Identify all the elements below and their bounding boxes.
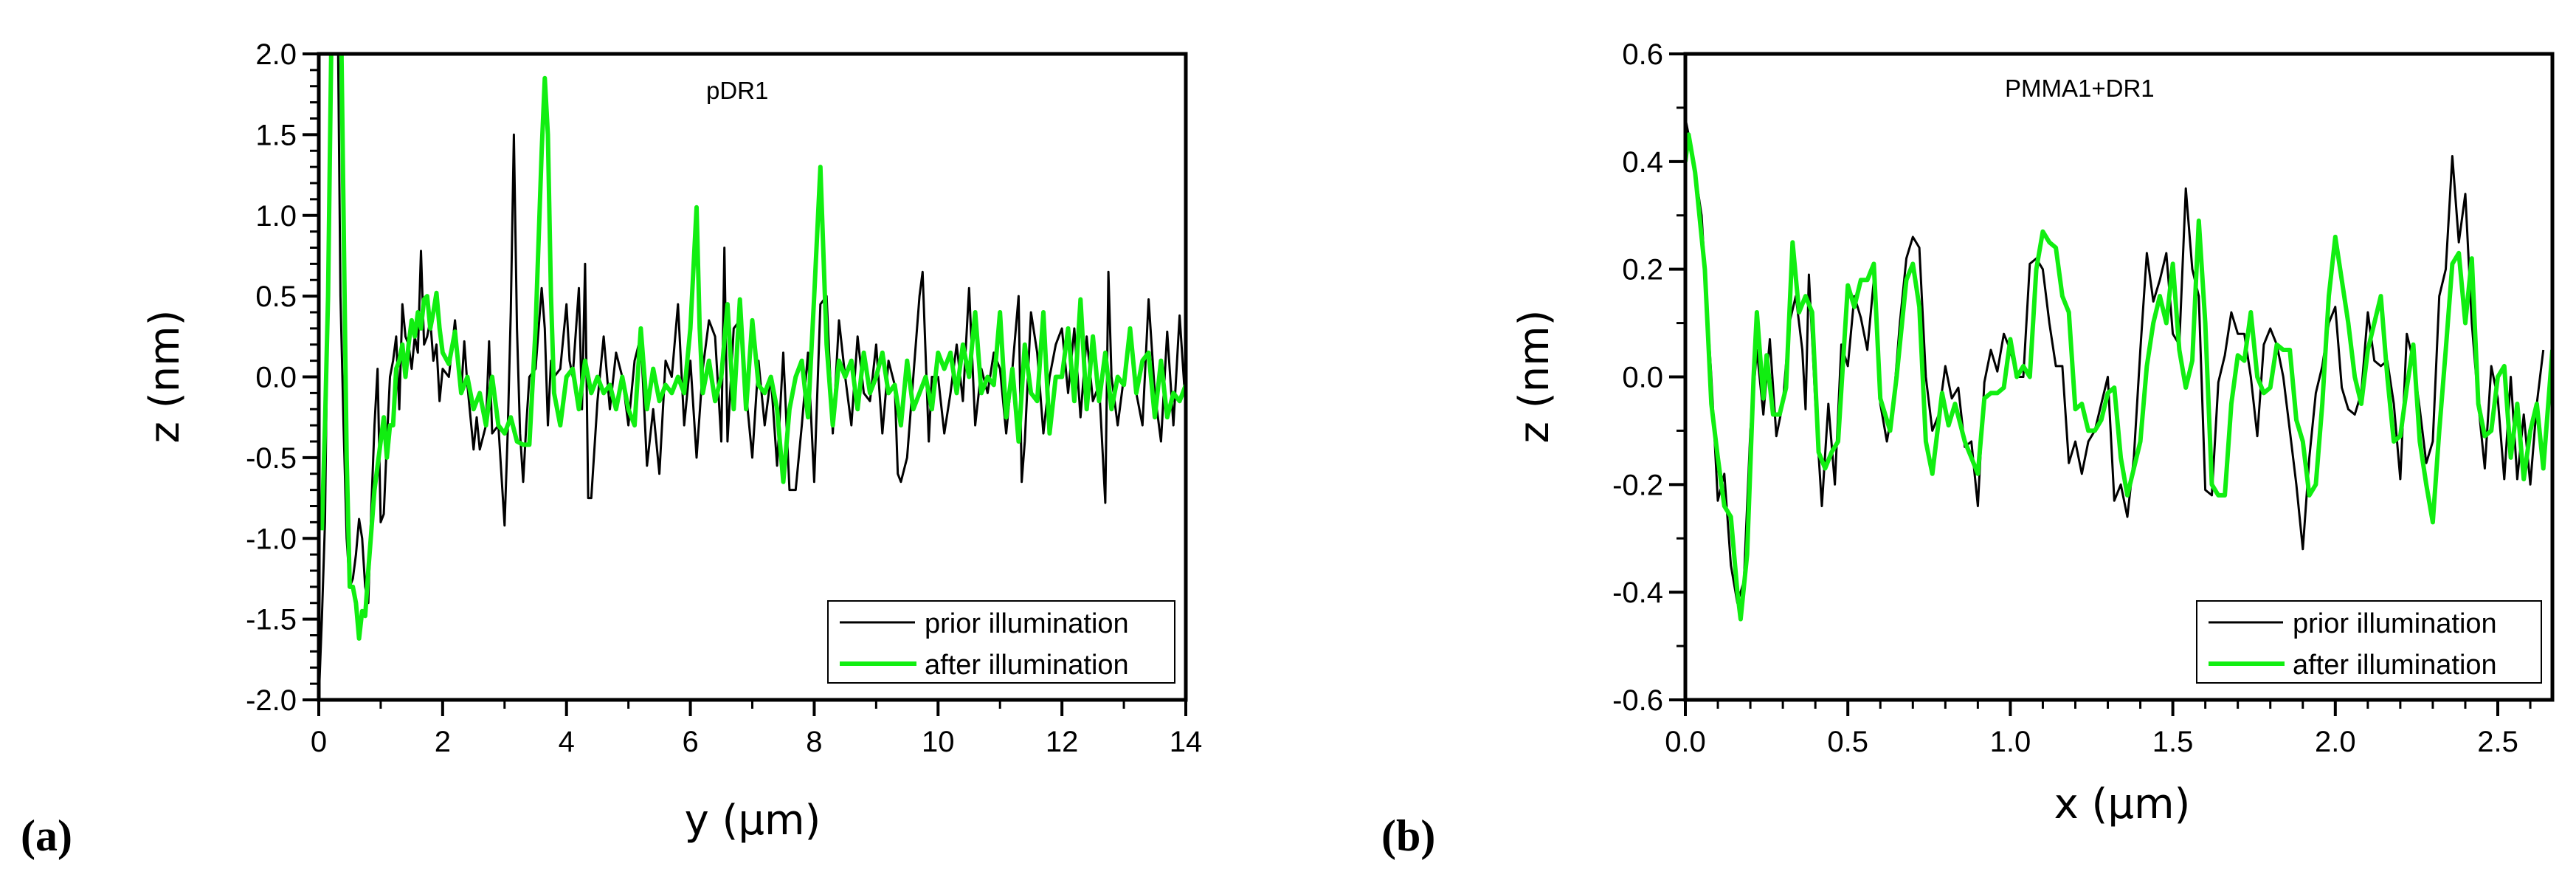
x-tick-label: 0.5 — [1827, 726, 1868, 758]
series-prior-b — [1685, 118, 2545, 605]
legend-box-a — [827, 600, 1175, 684]
y-tick-label: 0.2 — [1622, 254, 1663, 286]
axes-frame-a — [317, 52, 1188, 702]
x-tick-label: 2 — [435, 726, 451, 758]
axes-frame-b — [1683, 52, 2555, 702]
plot-title-a: pDR1 — [706, 77, 768, 104]
series-after-a — [320, 54, 1186, 641]
x-tick-label: 8 — [806, 726, 822, 758]
y-axis-title-b: z (nm) — [1510, 310, 1558, 444]
series-after-b — [1685, 132, 2552, 622]
x-tick-label: 2.5 — [2477, 726, 2518, 758]
plot-area-a — [319, 54, 1186, 700]
x-tick-label: 2.0 — [2315, 726, 2356, 758]
legend-box-b — [2196, 600, 2542, 684]
axis-ticks-b: -0.6 -0.4 -0.2 0.0 0.2 0.4 0.6 0.0 0.5 1.0 1.5 2.0 2… — [1612, 38, 2532, 758]
y-tick-label: -1.0 — [246, 523, 297, 555]
y-tick-label: -0.2 — [1612, 469, 1663, 501]
panel-b: -0.6 -0.4 -0.2 0.0 0.2 0.4 0.6 0.0 0.5 1.0 1.5 2.0 2… — [1381, 38, 2555, 860]
legend-a: prior illumination after illumination — [827, 600, 1175, 684]
plot-area-b — [1685, 118, 2552, 622]
panel-label-b: (b) — [1381, 811, 1435, 860]
x-axis-title-b: x (μm) — [2054, 780, 2191, 828]
y-tick-label: 0.0 — [255, 362, 297, 394]
x-tick-label: 10 — [922, 726, 955, 758]
x-tick-label: 1.0 — [1990, 726, 2031, 758]
legend-label-after-a: after illumination — [925, 650, 1129, 681]
legend-label-after-b: after illumination — [2293, 650, 2497, 681]
y-tick-label: 2.0 — [255, 38, 297, 71]
y-tick-label: -2.0 — [246, 684, 297, 717]
x-tick-label: 1.5 — [2152, 726, 2194, 758]
y-tick-label: -1.5 — [246, 604, 297, 636]
y-tick-label: 0.4 — [1622, 146, 1663, 179]
x-tick-label: 0 — [311, 726, 327, 758]
x-tick-label: 14 — [1170, 726, 1203, 758]
y-tick-label: 0.6 — [1622, 38, 1663, 71]
y-axis-title-a: z (nm) — [141, 310, 189, 444]
panel-a: -2.0 -1.5 -1.0 -0.5 0.0 0.5 1.0 1.5 2.0 0 2 4 6 8 10 12… — [21, 38, 1202, 860]
x-tick-label: 0.0 — [1665, 726, 1706, 758]
y-tick-label: 1.5 — [255, 119, 297, 151]
series-prior-a — [319, 54, 1186, 700]
axis-ticks-a: -2.0 -1.5 -1.0 -0.5 0.0 0.5 1.0 1.5 2.0 0 2 4 6 8 10 12… — [246, 38, 1202, 758]
y-tick-label: 1.0 — [255, 200, 297, 233]
y-tick-label: -0.6 — [1612, 684, 1663, 717]
legend-label-prior-a: prior illumination — [925, 608, 1129, 639]
x-axis-title-a: y (μm) — [685, 797, 821, 845]
plot-title-b: PMMA1+DR1 — [2005, 75, 2155, 102]
x-tick-label: 12 — [1046, 726, 1079, 758]
y-tick-label: 0.0 — [1622, 362, 1663, 394]
panel-label-a: (a) — [21, 811, 72, 860]
y-tick-label: 0.5 — [255, 281, 297, 313]
y-tick-label: -0.4 — [1612, 577, 1663, 609]
legend-b: prior illumination after illumination — [2196, 600, 2542, 684]
y-tick-label: -0.5 — [246, 442, 297, 475]
x-tick-label: 4 — [559, 726, 575, 758]
legend-label-prior-b: prior illumination — [2293, 608, 2497, 639]
x-tick-label: 6 — [682, 726, 698, 758]
